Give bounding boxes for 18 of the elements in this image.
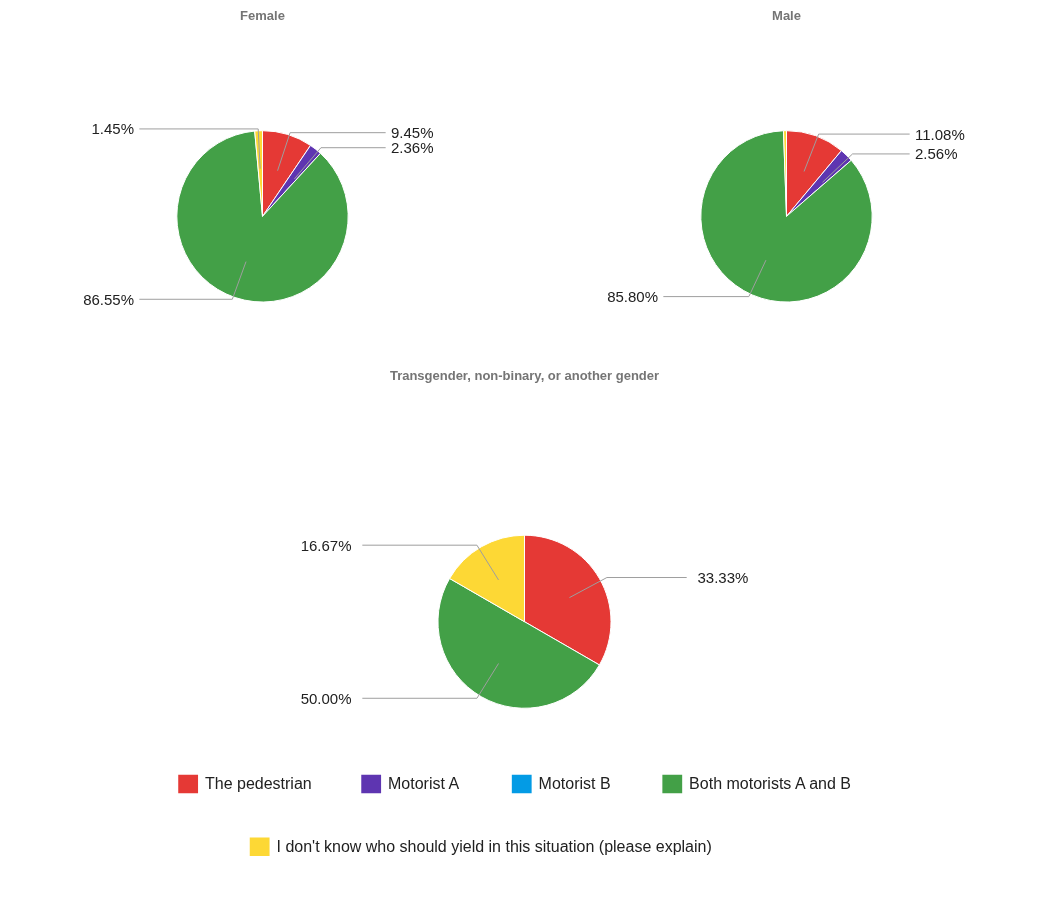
data-label: 9.45% <box>391 124 434 142</box>
data-label: 1.45% <box>91 120 135 138</box>
data-label: 11.08% <box>915 125 965 143</box>
data-label: 86.55% <box>83 290 134 308</box>
data-label: 16.67% <box>300 536 352 554</box>
data-label: 50.00% <box>300 689 352 707</box>
chart-title: Female <box>240 7 285 23</box>
legend-label: Both motorists A and B <box>689 775 851 793</box>
legend-label: Motorist A <box>388 775 460 793</box>
data-label: 85.80% <box>607 288 658 306</box>
chart-title: Male <box>772 7 801 23</box>
data-label: 33.33% <box>697 569 749 587</box>
legend-label: The pedestrian <box>204 775 312 793</box>
data-label: 2.36% <box>391 139 434 157</box>
data-label: 2.56% <box>915 145 958 163</box>
legend-label: Motorist B <box>538 775 611 793</box>
chart-title: Transgender, non-binary, or another gender <box>389 367 660 383</box>
legend-label: I don't know who should yield in this situation (please explain) <box>276 838 712 856</box>
